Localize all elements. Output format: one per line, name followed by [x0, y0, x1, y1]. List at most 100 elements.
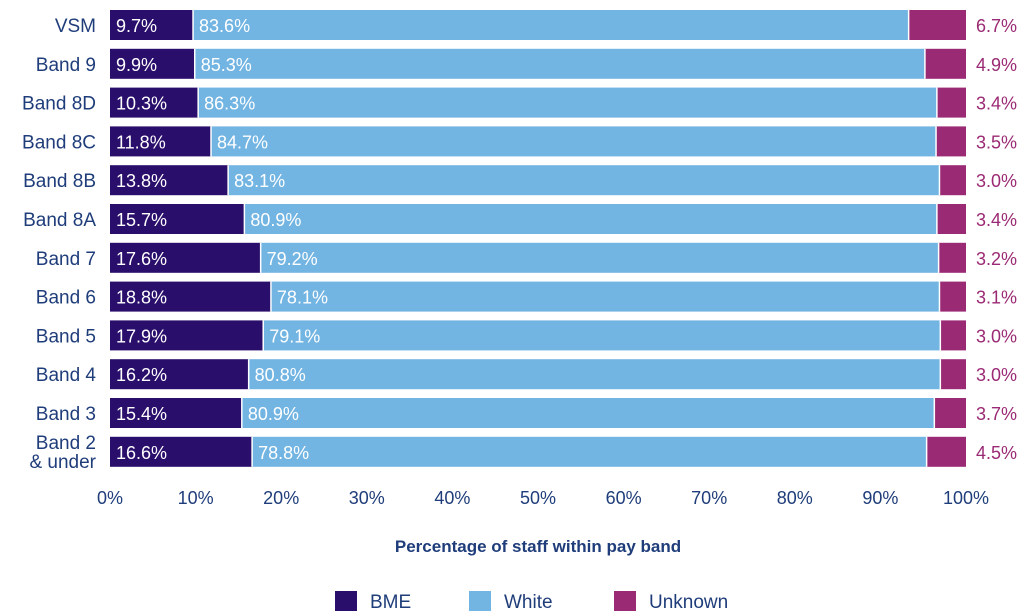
- bar-segment-white-band-7: [260, 242, 939, 273]
- data-label-bme-band-8a: 15.7%: [116, 210, 167, 230]
- data-label-bme-vsm: 9.7%: [116, 16, 157, 36]
- data-label-unknown-band-6: 3.1%: [976, 288, 1017, 308]
- category-label-band-4: Band 4: [36, 365, 97, 386]
- category-labels: VSM Band 9 Band 8D Band 8C Band 8B Band 8A Ban…: [22, 16, 97, 473]
- bar-segment-bme-vsm: [110, 10, 194, 40]
- category-label-band-6: Band 6: [36, 288, 96, 309]
- bar-segment-white-band-6: [270, 281, 940, 312]
- x-tick-label-90: 90%: [862, 488, 898, 508]
- data-label-white-band-8d: 86.3%: [204, 94, 255, 114]
- data-label-white-band-6: 78.1%: [277, 288, 328, 308]
- bar-segment-white-band-4: [248, 359, 941, 390]
- bar-segment-bme-band-8d: [110, 87, 199, 118]
- data-label-unknown-band-7: 3.2%: [976, 249, 1017, 269]
- data-label-bme-band-5: 17.9%: [116, 326, 167, 346]
- bar-segment-unknown-band-8c: [936, 126, 966, 157]
- x-tick-label-70: 70%: [691, 488, 727, 508]
- data-label-unknown-band-8a: 3.4%: [976, 210, 1017, 230]
- data-label-white-band-9: 85.3%: [201, 55, 252, 75]
- data-label-white-band-8a: 80.9%: [250, 210, 301, 230]
- bar-segment-unknown-band-8d: [936, 87, 966, 118]
- data-label-white-band-4: 80.8%: [255, 365, 306, 385]
- bar-segment-unknown-vsm: [908, 10, 966, 40]
- data-label-unknown-band-8d: 3.4%: [976, 94, 1017, 114]
- data-label-bme-band-4: 16.2%: [116, 365, 167, 385]
- data-label-bme-band-8b: 13.8%: [116, 171, 167, 191]
- bar-segment-bme-band-9: [110, 48, 195, 79]
- legend-label-unknown: Unknown: [649, 592, 728, 613]
- category-label-band-3: Band 3: [36, 404, 96, 425]
- data-label-white-band-7: 79.2%: [267, 249, 318, 269]
- x-tick-label-40: 40%: [434, 488, 470, 508]
- bars-layer: 9.7% 83.6% 6.7% 9.9% 85.3% 4.9% 10.3% 86.3% 3.4%…: [110, 10, 1017, 467]
- bar-segment-bme-band-5: [110, 320, 264, 351]
- bar-segment-white-band-8a: [244, 204, 937, 234]
- bar-segment-white-band-9: [194, 48, 925, 79]
- bar-segment-unknown-band-5: [940, 320, 966, 351]
- category-label-band-5: Band 5: [36, 326, 96, 347]
- legend-swatch-bme: [335, 591, 357, 611]
- bar-segment-bme-band-4: [110, 359, 249, 390]
- x-tick-label-100: 100%: [943, 488, 989, 508]
- x-axis-ticks: 0% 10% 20% 30% 40% 50% 60% 70% 80% 90% 100%: [97, 488, 989, 508]
- x-tick-label-30: 30%: [349, 488, 385, 508]
- x-tick-label-0: 0%: [97, 488, 123, 508]
- category-label-band-2-under-line-1: Band 2: [36, 433, 96, 454]
- data-label-unknown-band-2-under: 4.5%: [976, 443, 1017, 463]
- data-label-white-band-2-under: 78.8%: [258, 443, 309, 463]
- data-label-bme-band-3: 15.4%: [116, 404, 167, 424]
- bar-segment-unknown-band-6: [939, 281, 966, 312]
- data-label-white-band-8b: 83.1%: [234, 171, 285, 191]
- data-label-bme-band-8d: 10.3%: [116, 94, 167, 114]
- data-label-bme-band-8c: 11.8%: [116, 132, 166, 152]
- data-label-unknown-band-8b: 3.0%: [976, 171, 1017, 191]
- bar-segment-bme-band-6: [110, 281, 271, 312]
- data-label-unknown-band-8c: 3.5%: [976, 132, 1017, 152]
- x-tick-label-20: 20%: [263, 488, 299, 508]
- bar-segment-unknown-band-9: [924, 48, 966, 79]
- x-tick-label-60: 60%: [606, 488, 642, 508]
- data-label-white-band-3: 80.9%: [248, 404, 299, 424]
- bar-segment-white-vsm: [193, 10, 909, 40]
- bar-segment-bme-band-8a: [110, 204, 245, 234]
- bar-segment-white-band-3: [241, 398, 935, 428]
- bar-segment-unknown-band-3: [934, 398, 966, 428]
- bar-segment-unknown-band-7: [938, 242, 966, 273]
- category-label-band-8d: Band 8D: [22, 94, 96, 115]
- bar-segment-unknown-band-8a: [936, 204, 966, 234]
- data-label-white-band-5: 79.1%: [269, 326, 320, 346]
- x-tick-label-10: 10%: [178, 488, 214, 508]
- data-label-white-vsm: 83.6%: [199, 16, 250, 36]
- category-label-band-8a: Band 8A: [23, 210, 96, 231]
- data-label-unknown-band-4: 3.0%: [976, 365, 1017, 385]
- data-label-unknown-band-3: 3.7%: [976, 404, 1017, 424]
- bar-segment-white-band-8d: [198, 87, 937, 118]
- legend-label-white: White: [504, 592, 553, 613]
- bar-segment-white-band-8c: [211, 126, 937, 157]
- category-label-band-9: Band 9: [36, 55, 96, 76]
- data-label-white-band-8c: 84.7%: [217, 132, 268, 152]
- data-label-bme-band-7: 17.6%: [116, 249, 167, 269]
- category-label-band-8c: Band 8C: [22, 132, 96, 153]
- x-axis-title: Percentage of staff within pay band: [395, 537, 681, 556]
- bar-segment-white-band-5: [263, 320, 941, 351]
- x-tick-label-80: 80%: [777, 488, 813, 508]
- bar-segment-bme-band-8b: [110, 165, 229, 196]
- legend-label-bme: BME: [370, 592, 411, 613]
- data-label-bme-band-2-under: 16.6%: [116, 443, 167, 463]
- legend-swatch-unknown: [614, 591, 636, 611]
- data-label-bme-band-6: 18.8%: [116, 288, 167, 308]
- category-label-vsm: VSM: [55, 16, 96, 37]
- bar-segment-unknown-band-2-under: [926, 436, 966, 467]
- category-label-band-8b: Band 8B: [23, 171, 96, 192]
- data-label-unknown-vsm: 6.7%: [976, 16, 1017, 36]
- x-tick-label-50: 50%: [520, 488, 556, 508]
- data-label-unknown-band-5: 3.0%: [976, 326, 1017, 346]
- data-label-bme-band-9: 9.9%: [116, 55, 157, 75]
- bar-segment-white-band-8b: [228, 165, 940, 196]
- bar-segment-unknown-band-4: [940, 359, 966, 390]
- bar-segment-white-band-2-under: [252, 436, 927, 467]
- bar-segment-bme-band-3: [110, 398, 242, 428]
- legend: BME White Unknown: [335, 591, 728, 613]
